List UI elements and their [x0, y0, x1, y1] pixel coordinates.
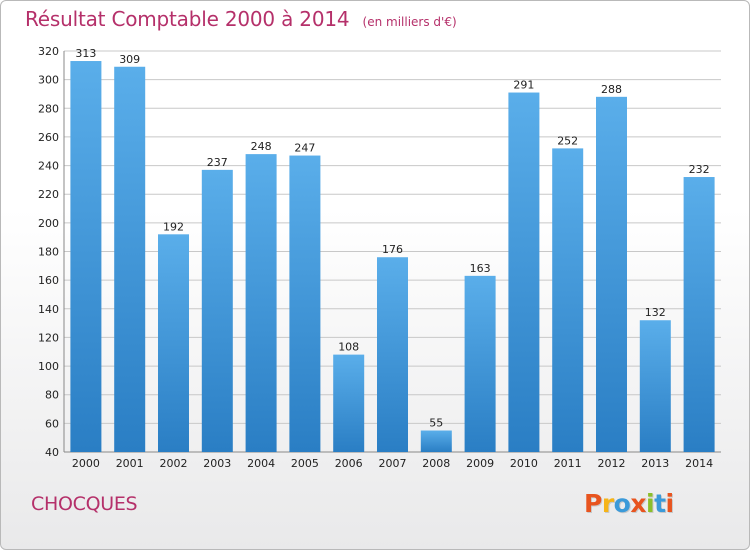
data-label-2001: 309 — [119, 53, 140, 66]
y-tick-label: 280 — [38, 102, 59, 115]
data-label-2012: 288 — [601, 83, 622, 96]
y-tick-label: 80 — [45, 389, 59, 402]
bar-2002 — [158, 234, 189, 452]
y-tick-label: 220 — [38, 188, 59, 201]
logo-letter: i — [646, 489, 655, 518]
data-label-2013: 132 — [645, 306, 666, 319]
data-label-2014: 232 — [689, 163, 710, 176]
data-label-2011: 252 — [557, 134, 578, 147]
y-tick-label: 300 — [38, 74, 59, 87]
data-label-2008: 55 — [429, 417, 443, 430]
x-tick-label: 2010 — [510, 457, 538, 470]
bar-2012 — [596, 96, 627, 452]
y-tick-label: 260 — [38, 131, 59, 144]
y-tick-label: 180 — [38, 246, 59, 259]
data-label-2005: 247 — [294, 142, 315, 155]
y-tick-label: 60 — [45, 417, 59, 430]
data-label-2007: 176 — [382, 243, 403, 256]
proxiti-logo: Proxiti — [584, 489, 674, 518]
logo-letter: i — [665, 489, 675, 518]
y-tick-label: 120 — [38, 331, 59, 344]
x-tick-label: 2012 — [598, 457, 626, 470]
data-label-2000: 313 — [75, 47, 96, 60]
chart-title: Résultat Comptable 2000 à 2014 — [25, 7, 350, 31]
logo-letter: x — [630, 489, 646, 518]
data-label-2003: 237 — [207, 156, 228, 169]
logo-letter: P — [584, 489, 602, 518]
bar-2004 — [245, 154, 277, 452]
chart-title-row: Résultat Comptable 2000 à 2014 (en milli… — [25, 7, 457, 31]
x-tick-label: 2006 — [335, 457, 363, 470]
bar-2010 — [508, 92, 540, 453]
data-label-2006: 108 — [338, 341, 359, 354]
chart-subtitle: (en milliers d'€) — [362, 15, 457, 29]
x-tick-label: 2008 — [422, 457, 450, 470]
y-tick-label: 100 — [38, 360, 59, 373]
bar-2011 — [552, 148, 584, 452]
x-tick-label: 2003 — [203, 457, 231, 470]
bar-2000 — [70, 61, 102, 453]
bar-2008 — [420, 430, 452, 452]
bar-2005 — [289, 155, 321, 452]
data-label-2004: 248 — [251, 140, 272, 153]
bar-2007 — [377, 257, 408, 452]
y-tick-label: 240 — [38, 160, 59, 173]
bar-2009 — [464, 275, 496, 452]
x-tick-label: 2005 — [291, 457, 319, 470]
bar-2001 — [114, 66, 146, 452]
y-tick-label: 200 — [38, 217, 59, 230]
y-tick-label: 160 — [38, 274, 59, 287]
x-tick-label: 2001 — [116, 457, 144, 470]
x-tick-label: 2011 — [554, 457, 582, 470]
x-tick-label: 2004 — [247, 457, 275, 470]
data-label-2009: 163 — [470, 262, 491, 275]
y-tick-label: 320 — [38, 45, 59, 58]
data-label-2002: 192 — [163, 220, 184, 233]
x-tick-label: 2002 — [160, 457, 188, 470]
x-tick-label: 2007 — [379, 457, 407, 470]
bar-2003 — [201, 169, 233, 452]
bar-2013 — [639, 320, 671, 452]
x-tick-label: 2000 — [72, 457, 100, 470]
commune-name: CHOCQUES — [31, 493, 138, 515]
logo-letter: o — [613, 489, 631, 518]
x-tick-label: 2009 — [466, 457, 494, 470]
data-label-2010: 291 — [513, 79, 534, 92]
x-tick-label: 2014 — [685, 457, 713, 470]
y-tick-label: 40 — [45, 446, 59, 459]
bar-2014 — [683, 177, 715, 452]
x-tick-label: 2013 — [641, 457, 669, 470]
logo-letter: r — [601, 489, 614, 518]
bar-2006 — [333, 354, 365, 452]
y-tick-label: 140 — [38, 303, 59, 316]
logo-letter: t — [654, 489, 666, 518]
